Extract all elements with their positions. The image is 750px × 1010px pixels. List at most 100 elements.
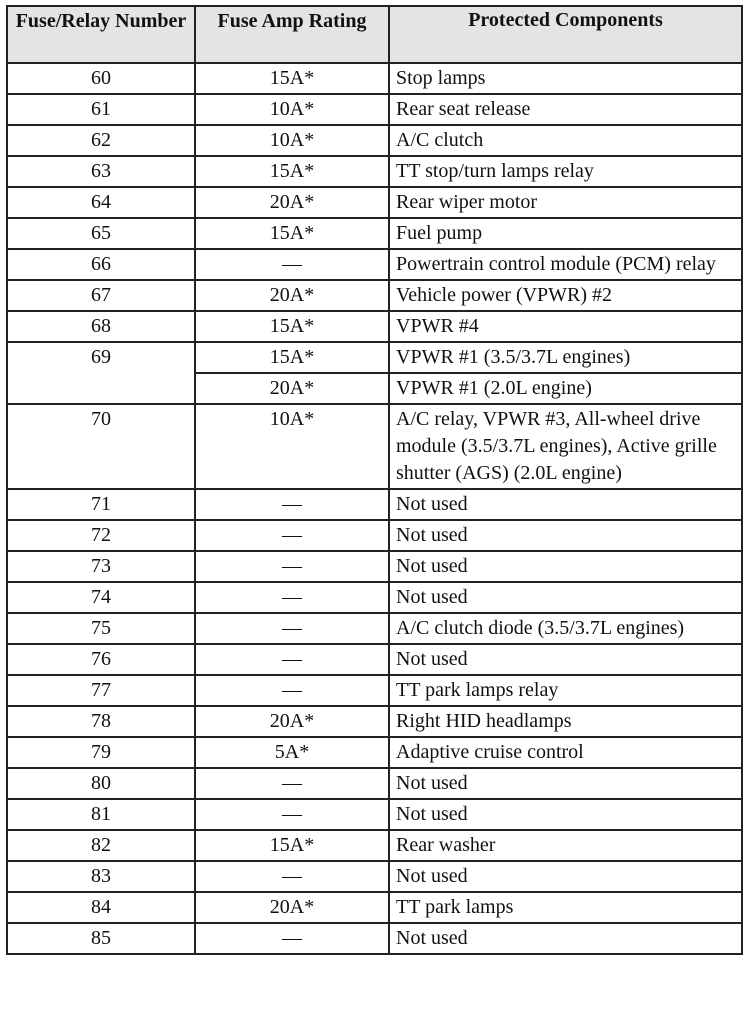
- protected-component-cell: A/C clutch: [388, 124, 743, 157]
- fuse-number-cell: 72: [6, 519, 196, 552]
- protected-component-cell: Not used: [388, 581, 743, 614]
- amp-rating-cell: —: [194, 767, 390, 800]
- protected-component-cell: Not used: [388, 488, 743, 521]
- table-row: 81— Not used: [6, 798, 743, 831]
- amp-rating-cell: 15A*: [194, 310, 390, 343]
- table-row: 66— Powertrain control module (PCM) relay: [6, 248, 743, 281]
- fuse-number-cell: 76: [6, 643, 196, 676]
- table-row: 65 15A* Fuel pump: [6, 217, 743, 250]
- table-row: 80— Not used: [6, 767, 743, 800]
- table-row: 67 20A* Vehicle power (VPWR) #2: [6, 279, 743, 312]
- fuse-number-cell: 63: [6, 155, 196, 188]
- amp-rating-cell: 15A*: [194, 62, 390, 95]
- fuse-number-cell: 62: [6, 124, 196, 157]
- protected-component-cell: Right HID headlamps: [388, 705, 743, 738]
- protected-component-cell: Not used: [388, 798, 743, 831]
- fuse-number-cell: 77: [6, 674, 196, 707]
- protected-component-cell: Fuel pump: [388, 217, 743, 250]
- amp-rating-cell: 20A*: [194, 705, 390, 738]
- table-row: 83— Not used: [6, 860, 743, 893]
- table-row: 62 10A* A/C clutch: [6, 124, 743, 157]
- amp-rating-cell: 15A*: [194, 217, 390, 250]
- fuse-number-cell: 66: [6, 248, 196, 281]
- fuse-number-cell: 85: [6, 922, 196, 955]
- amp-rating-cell: 20A*: [194, 279, 390, 312]
- protected-component-cell: A/C relay, VPWR #3, All-wheel drive modu…: [388, 403, 743, 490]
- protected-component-cell: Rear washer: [388, 829, 743, 862]
- fuse-number-cell: 79: [6, 736, 196, 769]
- amp-rating-cell: —: [194, 643, 390, 676]
- amp-rating-cell: 15A*: [194, 155, 390, 188]
- protected-component-cell: Not used: [388, 860, 743, 893]
- table-row: 76— Not used: [6, 643, 743, 676]
- protected-component-cell: VPWR #4: [388, 310, 743, 343]
- fuse-number-cell: 61: [6, 93, 196, 126]
- table-row: 60 15A* Stop lamps: [6, 62, 743, 95]
- table-row: 71— Not used: [6, 488, 743, 521]
- header-row: Fuse/Relay Number Fuse Amp Rating Protec…: [6, 5, 743, 64]
- amp-rating-cell: 5A*: [194, 736, 390, 769]
- fuse-number-cell: 64: [6, 186, 196, 219]
- header-protected-components: Protected Components: [388, 5, 743, 64]
- amp-rating-cell: —: [194, 519, 390, 552]
- amp-rating-cell: 10A*: [194, 403, 390, 490]
- amp-rating-cell: —: [194, 550, 390, 583]
- fuse-number-cell: 84: [6, 891, 196, 924]
- protected-component-cell: VPWR #1 (3.5/3.7L engines): [388, 341, 743, 374]
- table-row: 70 10A* A/C relay, VPWR #3, All-wheel driv…: [6, 403, 743, 490]
- fuse-number-cell: 65: [6, 217, 196, 250]
- amp-rating-cell: —: [194, 488, 390, 521]
- fuse-number-cell: 70: [6, 403, 196, 490]
- protected-component-cell: Not used: [388, 643, 743, 676]
- fuse-number-cell: 81: [6, 798, 196, 831]
- table-row: 61 10A* Rear seat release: [6, 93, 743, 126]
- fuse-number-cell: 71: [6, 488, 196, 521]
- fuse-number-cell: 68: [6, 310, 196, 343]
- protected-component-cell: VPWR #1 (2.0L engine): [388, 372, 743, 405]
- fuse-number-cell: 74: [6, 581, 196, 614]
- amp-rating-cell: 20A*: [194, 372, 390, 405]
- protected-component-cell: Rear seat release: [388, 93, 743, 126]
- fuse-number-cell: 60: [6, 62, 196, 95]
- header-amp-rating: Fuse Amp Rating: [194, 5, 390, 64]
- protected-component-cell: Vehicle power (VPWR) #2: [388, 279, 743, 312]
- fuse-number-cell: 82: [6, 829, 196, 862]
- header-number: Fuse/Relay Number: [6, 5, 196, 64]
- fuse-table: Fuse/Relay Number Fuse Amp Rating Protec…: [6, 5, 743, 955]
- amp-rating-cell: —: [194, 674, 390, 707]
- table-row: 77— TT park lamps relay: [6, 674, 743, 707]
- fuse-number-cell: 80: [6, 767, 196, 800]
- amp-rating-cell: 15A*: [194, 829, 390, 862]
- fuse-number-cell: 73: [6, 550, 196, 583]
- table-row: 79 5A* Adaptive cruise control: [6, 736, 743, 769]
- protected-component-cell: A/C clutch diode (3.5/3.7L engines): [388, 612, 743, 645]
- amp-rating-cell: —: [194, 860, 390, 893]
- protected-component-cell: TT stop/turn lamps relay: [388, 155, 743, 188]
- table-row: 75— A/C clutch diode (3.5/3.7L engines): [6, 612, 743, 645]
- amp-rating-cell: —: [194, 798, 390, 831]
- protected-component-cell: Not used: [388, 550, 743, 583]
- table-row: 74— Not used: [6, 581, 743, 614]
- amp-rating-cell: 20A*: [194, 186, 390, 219]
- amp-rating-cell: —: [194, 248, 390, 281]
- protected-component-cell: Not used: [388, 922, 743, 955]
- amp-rating-cell: —: [194, 922, 390, 955]
- protected-component-cell: Rear wiper motor: [388, 186, 743, 219]
- table-row: 72— Not used: [6, 519, 743, 552]
- protected-component-cell: TT park lamps: [388, 891, 743, 924]
- fuse-number-cell: 67: [6, 279, 196, 312]
- fuse-number-cell: 75: [6, 612, 196, 645]
- amp-rating-cell: 10A*: [194, 124, 390, 157]
- table-row: 63 15A* TT stop/turn lamps relay: [6, 155, 743, 188]
- table-row: 64 20A* Rear wiper motor: [6, 186, 743, 219]
- protected-component-cell: TT park lamps relay: [388, 674, 743, 707]
- table-row: 69 15A* VPWR #1 (3.5/3.7L engines): [6, 341, 743, 405]
- amp-rating-cell: —: [194, 612, 390, 645]
- table-body: 60 15A* Stop lamps 61 10A* Rear seat release 6…: [6, 62, 743, 955]
- table-row: 85— Not used: [6, 922, 743, 955]
- fuse-number-cell: 69: [6, 341, 196, 405]
- protected-component-cell: Not used: [388, 519, 743, 552]
- table-row: 20A* VPWR #1 (2.0L engine): [7, 372, 743, 405]
- amp-rating-cell: 20A*: [194, 891, 390, 924]
- amp-rating-cell: 10A*: [194, 93, 390, 126]
